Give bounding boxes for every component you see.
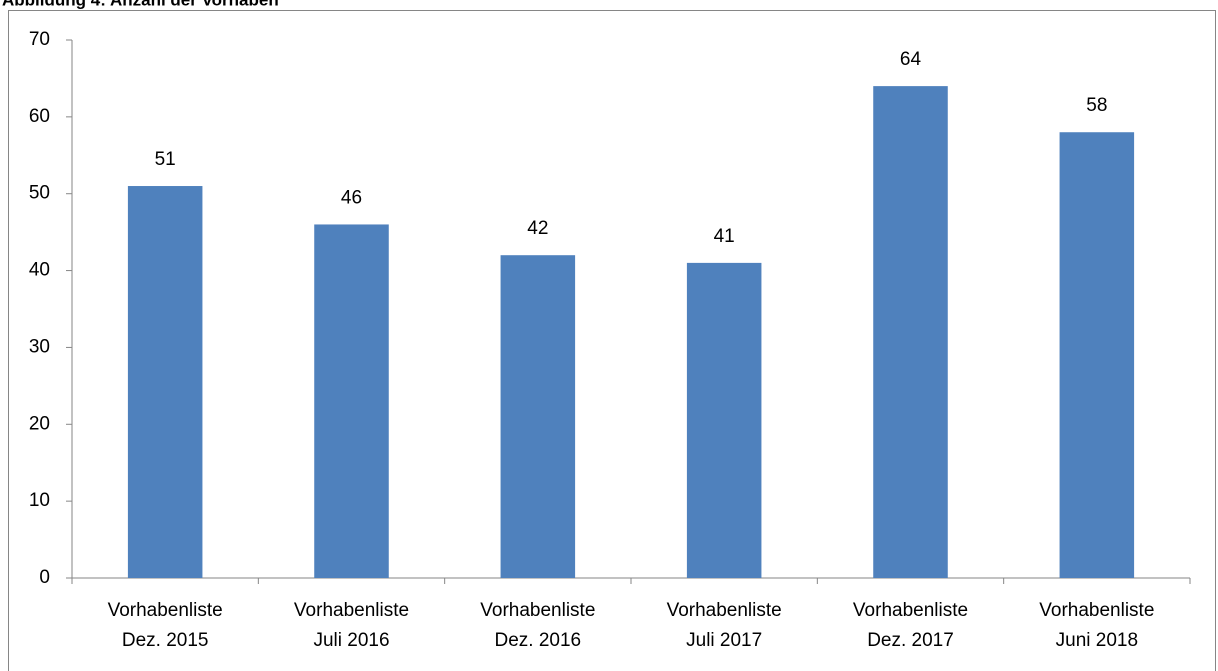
data-label: 42 bbox=[527, 218, 548, 239]
y-tick-label: 70 bbox=[29, 29, 50, 50]
bar bbox=[127, 186, 203, 578]
bar bbox=[873, 86, 948, 578]
x-tick-label: Vorhabenliste bbox=[480, 600, 595, 621]
y-tick-label: 10 bbox=[29, 490, 50, 511]
y-tick-label: 60 bbox=[29, 106, 50, 127]
x-tick-label: Vorhabenliste bbox=[1039, 600, 1154, 621]
x-tick-label: Vorhabenliste bbox=[108, 600, 223, 621]
title-background bbox=[0, 0, 410, 10]
x-tick-label: Dez. 2017 bbox=[867, 630, 954, 651]
x-tick-label: Dez. 2016 bbox=[495, 630, 582, 651]
data-label: 46 bbox=[341, 187, 362, 208]
x-tick-label: Juli 2016 bbox=[313, 630, 389, 651]
y-tick-label: 30 bbox=[29, 336, 50, 357]
bar bbox=[1059, 132, 1135, 578]
y-tick-label: 50 bbox=[29, 183, 50, 204]
data-label: 64 bbox=[900, 49, 922, 70]
bar bbox=[686, 262, 762, 578]
y-tick-label: 20 bbox=[29, 413, 50, 434]
y-tick-label: 40 bbox=[29, 260, 50, 281]
x-tick-label: Vorhabenliste bbox=[294, 600, 409, 621]
data-label: 41 bbox=[714, 226, 735, 247]
data-label: 51 bbox=[155, 149, 176, 170]
x-tick-label: Dez. 2015 bbox=[122, 630, 209, 651]
bar bbox=[314, 224, 389, 578]
x-tick-label: Juni 2018 bbox=[1056, 630, 1138, 651]
chart-frame bbox=[8, 10, 1216, 671]
bar bbox=[500, 255, 576, 578]
x-tick-label: Juli 2017 bbox=[686, 630, 762, 651]
y-tick-label: 0 bbox=[39, 567, 50, 588]
data-label: 58 bbox=[1086, 95, 1107, 116]
chart-title: Abbildung 4: Anzahl der Vorhaben bbox=[2, 0, 279, 9]
x-tick-label: Vorhabenliste bbox=[853, 600, 968, 621]
x-tick-label: Vorhabenliste bbox=[667, 600, 782, 621]
